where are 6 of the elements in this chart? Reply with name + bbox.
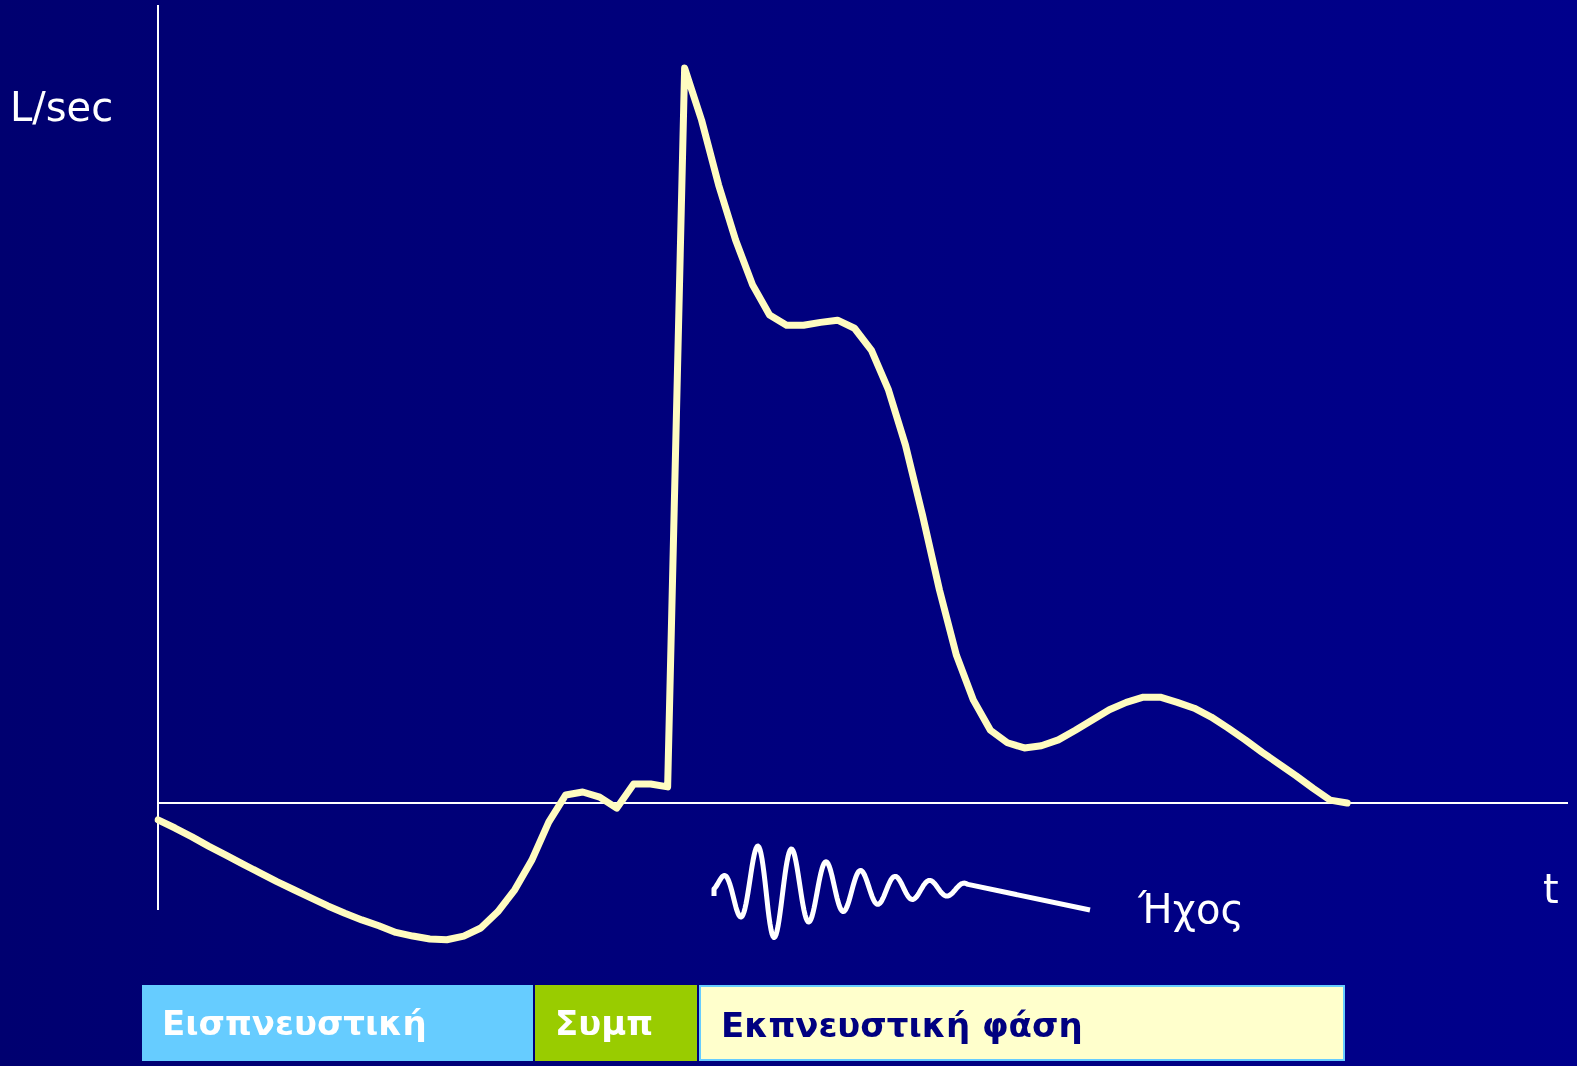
text: Συμπ — [535, 985, 697, 1061]
annotation: Ήχος — [1138, 886, 1244, 932]
text: Εκπνευστική φάση — [699, 985, 1345, 1061]
x-axis-title: t — [1543, 866, 1559, 912]
text: Εισπνευστική — [142, 985, 533, 1061]
y-axis-title: L/sec — [10, 84, 114, 130]
